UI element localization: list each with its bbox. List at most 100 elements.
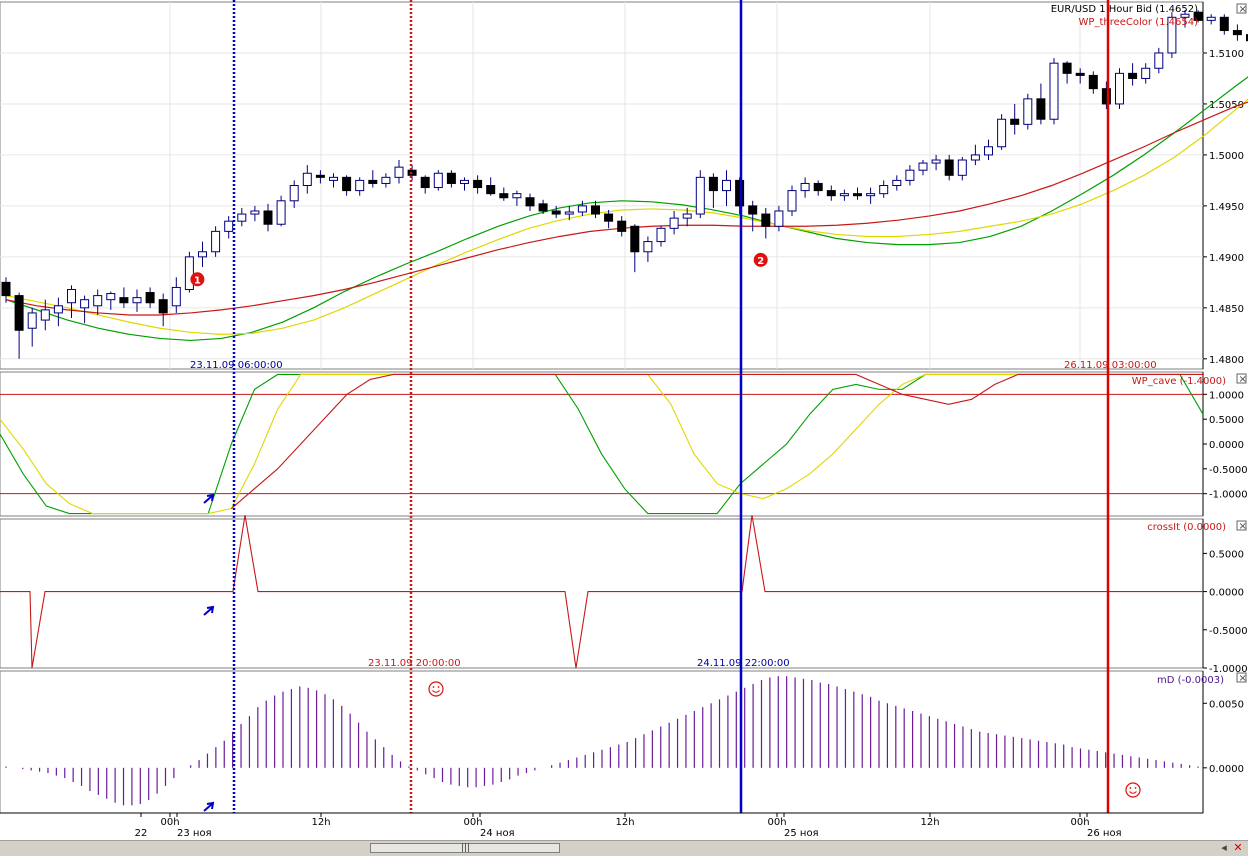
y-tick-label: 1.0000 — [1209, 390, 1244, 401]
candle-body — [605, 214, 613, 221]
candle-body — [801, 183, 809, 190]
scroll-left-icon[interactable]: ◂ — [1218, 842, 1230, 854]
y-tick-label: 0.5000 — [1209, 549, 1244, 560]
vertical-marker-label: 26.11.09 03:00:00 — [1064, 360, 1157, 371]
candle-body — [696, 177, 704, 214]
time-tick-label: 24 ноя — [480, 828, 515, 839]
candle-body — [185, 257, 193, 290]
md-title: mD (-0.0003) — [1157, 675, 1224, 686]
time-tick-label: 00h — [160, 817, 179, 828]
candle-body — [736, 180, 744, 205]
candle-body — [382, 177, 390, 183]
candle-body — [316, 175, 324, 177]
candle-body — [670, 218, 678, 228]
candle-body — [618, 221, 626, 231]
y-tick-label: 1.4950 — [1209, 202, 1244, 213]
smiley-eye — [1135, 787, 1137, 789]
time-tick-label: 00h — [1070, 817, 1089, 828]
candle-body — [683, 214, 691, 218]
candle-body — [212, 231, 220, 251]
candle-body — [146, 293, 154, 303]
candle-body — [1011, 119, 1019, 124]
y-tick-label: 0.0000 — [1209, 440, 1244, 451]
candle-body — [775, 211, 783, 226]
time-tick-label: 22 — [135, 828, 148, 839]
y-tick-label: 1.4900 — [1209, 253, 1244, 264]
candle-body — [447, 173, 455, 183]
time-tick-label: 00h — [463, 817, 482, 828]
vertical-marker-label: 23.11.09 20:00:00 — [368, 658, 461, 669]
horizontal-scrollbar[interactable]: ||| ◂ ✕ — [0, 840, 1248, 856]
candle-body — [985, 147, 993, 155]
candle-body — [893, 180, 901, 185]
candle-body — [290, 186, 298, 201]
candle-body — [749, 206, 757, 214]
candle-body — [28, 313, 36, 328]
candle-body — [971, 155, 979, 160]
time-tick-label: 12h — [311, 817, 330, 828]
candle-body — [199, 252, 207, 257]
y-tick-label: 0.0000 — [1209, 764, 1244, 775]
close-icon[interactable]: ✕ — [1232, 842, 1244, 854]
panel-frame — [0, 372, 1203, 516]
time-tick-label: 26 ноя — [1087, 828, 1122, 839]
candle-body — [303, 173, 311, 185]
vertical-marker-label: 23.11.09 06:00:00 — [190, 360, 283, 371]
candle-body — [81, 300, 89, 308]
candle-body — [1037, 99, 1045, 119]
candle-body — [395, 167, 403, 177]
indicator-label: WP_threeColor (1.4654) — [1079, 17, 1199, 28]
candle-body — [539, 204, 547, 211]
time-tick-label: 00h — [767, 817, 786, 828]
crossit-title: crossIt (0.0000) — [1147, 522, 1226, 533]
candle-body — [41, 310, 49, 320]
candle-body — [880, 186, 888, 194]
candle-body — [906, 170, 914, 180]
candle-body — [1220, 17, 1228, 30]
candle-body — [945, 160, 953, 175]
smiley-eye — [1130, 787, 1132, 789]
candle-body — [500, 194, 508, 198]
vertical-marker-label: 24.11.09 22:00:00 — [697, 658, 790, 669]
candle-body — [15, 296, 23, 331]
candle-body — [94, 296, 102, 306]
candle-body — [592, 206, 600, 214]
candle-body — [421, 177, 429, 187]
candle-body — [578, 206, 586, 212]
candle-body — [1063, 63, 1071, 73]
candle-body — [225, 221, 233, 231]
y-tick-label: 1.4800 — [1209, 355, 1244, 366]
candle-body — [723, 180, 731, 190]
candle-body — [814, 183, 822, 190]
scroll-thumb[interactable]: ||| — [370, 843, 560, 853]
candle-body — [343, 177, 351, 190]
time-tick-label: 25 ноя — [784, 828, 819, 839]
close-icon-glyph: × — [1239, 374, 1247, 385]
candle-body — [369, 180, 377, 183]
candle-body — [1155, 53, 1163, 68]
time-tick-label: 12h — [615, 817, 634, 828]
candle-body — [932, 160, 940, 163]
panel-frame — [0, 519, 1203, 668]
candle-body — [1076, 73, 1084, 75]
candle-body — [120, 298, 128, 303]
candle-body — [854, 194, 862, 196]
candle-body — [1116, 73, 1124, 104]
smiley-eye — [438, 686, 440, 688]
y-tick-label: 0.0050 — [1209, 699, 1244, 710]
candle-body — [1050, 63, 1058, 119]
candle-body — [172, 287, 180, 305]
candle-body — [958, 160, 966, 175]
y-tick-label: 0.0000 — [1209, 588, 1244, 599]
candle-body — [788, 191, 796, 211]
candle-body — [998, 119, 1006, 147]
candle-body — [1024, 99, 1032, 124]
y-tick-label: 1.4850 — [1209, 304, 1244, 315]
candle-body — [827, 191, 835, 196]
marker-label: 1 — [194, 275, 201, 286]
candle-body — [1142, 68, 1150, 78]
candle-body — [657, 228, 665, 241]
candle-body — [644, 242, 652, 252]
close-icon-glyph: × — [1239, 521, 1247, 532]
candle-body — [840, 194, 848, 196]
